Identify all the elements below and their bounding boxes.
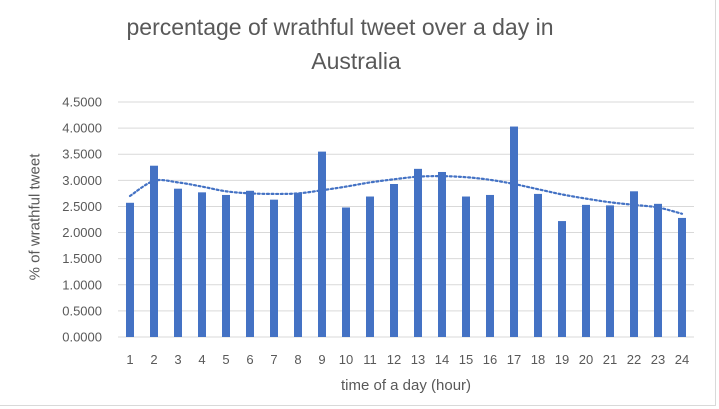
bar <box>438 171 446 337</box>
chart-title-line2: Australia <box>311 48 401 74</box>
x-tick-label: 1 <box>126 352 133 367</box>
y-tick-label: 4.5000 <box>62 95 102 110</box>
y-tick-label: 1.0000 <box>62 277 102 292</box>
bar <box>654 203 662 337</box>
bar <box>510 126 518 338</box>
y-tick-label: 2.0000 <box>62 225 102 240</box>
x-tick-label: 13 <box>411 352 425 367</box>
x-tick-label: 6 <box>246 352 253 367</box>
bar <box>486 194 494 337</box>
trendline <box>128 175 684 215</box>
bar <box>390 183 398 337</box>
bar <box>198 192 206 337</box>
x-tick-label: 21 <box>603 352 617 367</box>
bar <box>126 202 134 337</box>
x-tick-label: 2 <box>150 352 157 367</box>
x-tick-label: 5 <box>222 352 229 367</box>
y-tick-label: 1.5000 <box>62 251 102 266</box>
x-tick-label: 3 <box>174 352 181 367</box>
y-tick-label: 0.0000 <box>62 330 102 345</box>
y-tick-label: 3.5000 <box>62 147 102 162</box>
bar <box>150 165 158 337</box>
x-tick-label: 8 <box>294 352 301 367</box>
x-tick-label: 20 <box>579 352 593 367</box>
y-tick-label: 4.0000 <box>62 121 102 136</box>
x-tick-label: 23 <box>651 352 665 367</box>
x-tick-label: 18 <box>531 352 545 367</box>
x-axis-label: time of a day (hour) <box>340 377 472 394</box>
x-tick-label: 11 <box>363 352 377 367</box>
x-tick-label: 24 <box>675 352 689 367</box>
bar <box>414 168 422 337</box>
x-tick-label: 4 <box>198 352 205 367</box>
x-tick-label: 19 <box>555 352 569 367</box>
x-tick-label: 7 <box>270 352 277 367</box>
bar <box>534 193 542 337</box>
x-tick-label: 15 <box>459 352 473 367</box>
x-tick-label: 16 <box>483 352 497 367</box>
bar <box>606 205 614 337</box>
x-tick-label: 17 <box>507 352 521 367</box>
x-tick-label: 14 <box>435 352 449 367</box>
bar <box>318 151 326 337</box>
x-tick-label: 10 <box>339 352 353 367</box>
y-tick-label: 2.5000 <box>62 199 102 214</box>
bar <box>294 192 302 337</box>
bar <box>246 190 254 337</box>
x-tick-label: 22 <box>627 352 641 367</box>
y-tick-label: 0.5000 <box>62 303 102 318</box>
bar <box>558 221 566 337</box>
y-tick-label: 3.0000 <box>62 173 102 188</box>
bar <box>462 196 470 337</box>
bar <box>270 199 278 337</box>
bar <box>174 188 182 337</box>
chart-title-line1: percentage of wrathful tweet over a day … <box>126 14 554 40</box>
bar <box>222 194 230 337</box>
bar <box>630 191 638 337</box>
x-tick-label: 9 <box>318 352 325 367</box>
bar <box>678 217 686 337</box>
bar <box>366 196 374 337</box>
bar <box>342 207 350 337</box>
bar <box>582 204 590 337</box>
x-tick-label: 12 <box>387 352 401 367</box>
